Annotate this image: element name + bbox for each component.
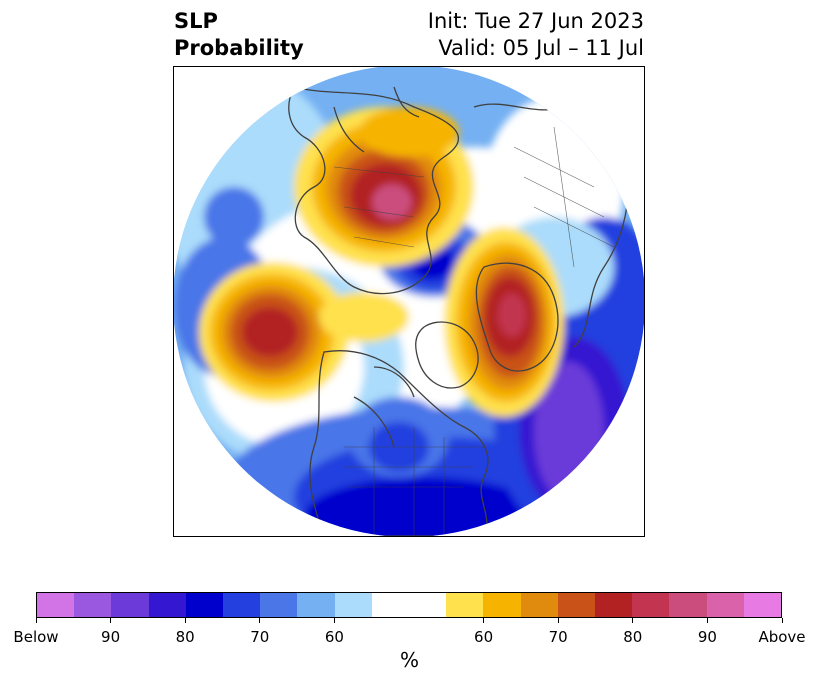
probability-map [174, 67, 644, 536]
colorbar-tick [184, 618, 186, 623]
colorbar-tick [333, 618, 335, 623]
title-init: Init: Tue 27 Jun 2023 [427, 9, 644, 33]
colorbar-segment [111, 593, 149, 617]
colorbar-tick [557, 618, 559, 623]
colorbar-segment [37, 593, 75, 617]
colorbar-segment [223, 593, 261, 617]
colorbar-segment [334, 593, 372, 617]
colorbar-tick-label: 90 [101, 628, 121, 646]
colorbar-segment [483, 593, 521, 617]
colorbar-tick-label: 80 [175, 628, 195, 646]
colorbar-segment [520, 593, 558, 617]
title-variable: SLP [174, 9, 218, 33]
colorbar-tick-label: 90 [697, 628, 717, 646]
colorbar-segment [185, 593, 224, 617]
colorbar-tick [706, 618, 708, 623]
colorbar-segment [632, 593, 670, 617]
colorbar-tick [483, 618, 485, 623]
colorbar-segment [595, 593, 633, 617]
colorbar-tick-label: 60 [324, 628, 344, 646]
title-valid: Valid: 05 Jul – 11 Jul [438, 36, 644, 60]
colorbar-segment [446, 593, 484, 617]
colorbar [36, 592, 782, 618]
chart-title-left: SLP Probability [174, 8, 304, 62]
colorbar-tick [110, 618, 112, 623]
colorbar-segment [371, 593, 447, 617]
map-panel [173, 66, 645, 537]
colorbar-segment [74, 593, 112, 617]
colorbar-tick-label: Above [758, 628, 806, 646]
colorbar-tick-label: 70 [548, 628, 568, 646]
colorbar-segment [297, 593, 335, 617]
colorbar-segment [557, 593, 596, 617]
colorbar-tick-label: Below [13, 628, 59, 646]
colorbar-segment [260, 593, 298, 617]
colorbar-tick-label: 80 [623, 628, 643, 646]
colorbar-tick [35, 618, 37, 623]
colorbar-tick-label: 60 [474, 628, 494, 646]
colorbar-unit-label: % [399, 648, 419, 672]
coastlines [288, 86, 629, 536]
chart-title-right: Init: Tue 27 Jun 2023 Valid: 05 Jul – 11… [428, 8, 644, 62]
colorbar-tick [632, 618, 634, 623]
colorbar-tick [259, 618, 261, 623]
colorbar-tick-label: 70 [250, 628, 270, 646]
colorbar-tick [781, 618, 783, 623]
colorbar-segment [669, 593, 707, 617]
borders [333, 126, 615, 536]
colorbar-segment [743, 593, 782, 617]
colorbar-segment [148, 593, 186, 617]
title-type: Probability [174, 36, 304, 60]
colorbar-segment [706, 593, 744, 617]
